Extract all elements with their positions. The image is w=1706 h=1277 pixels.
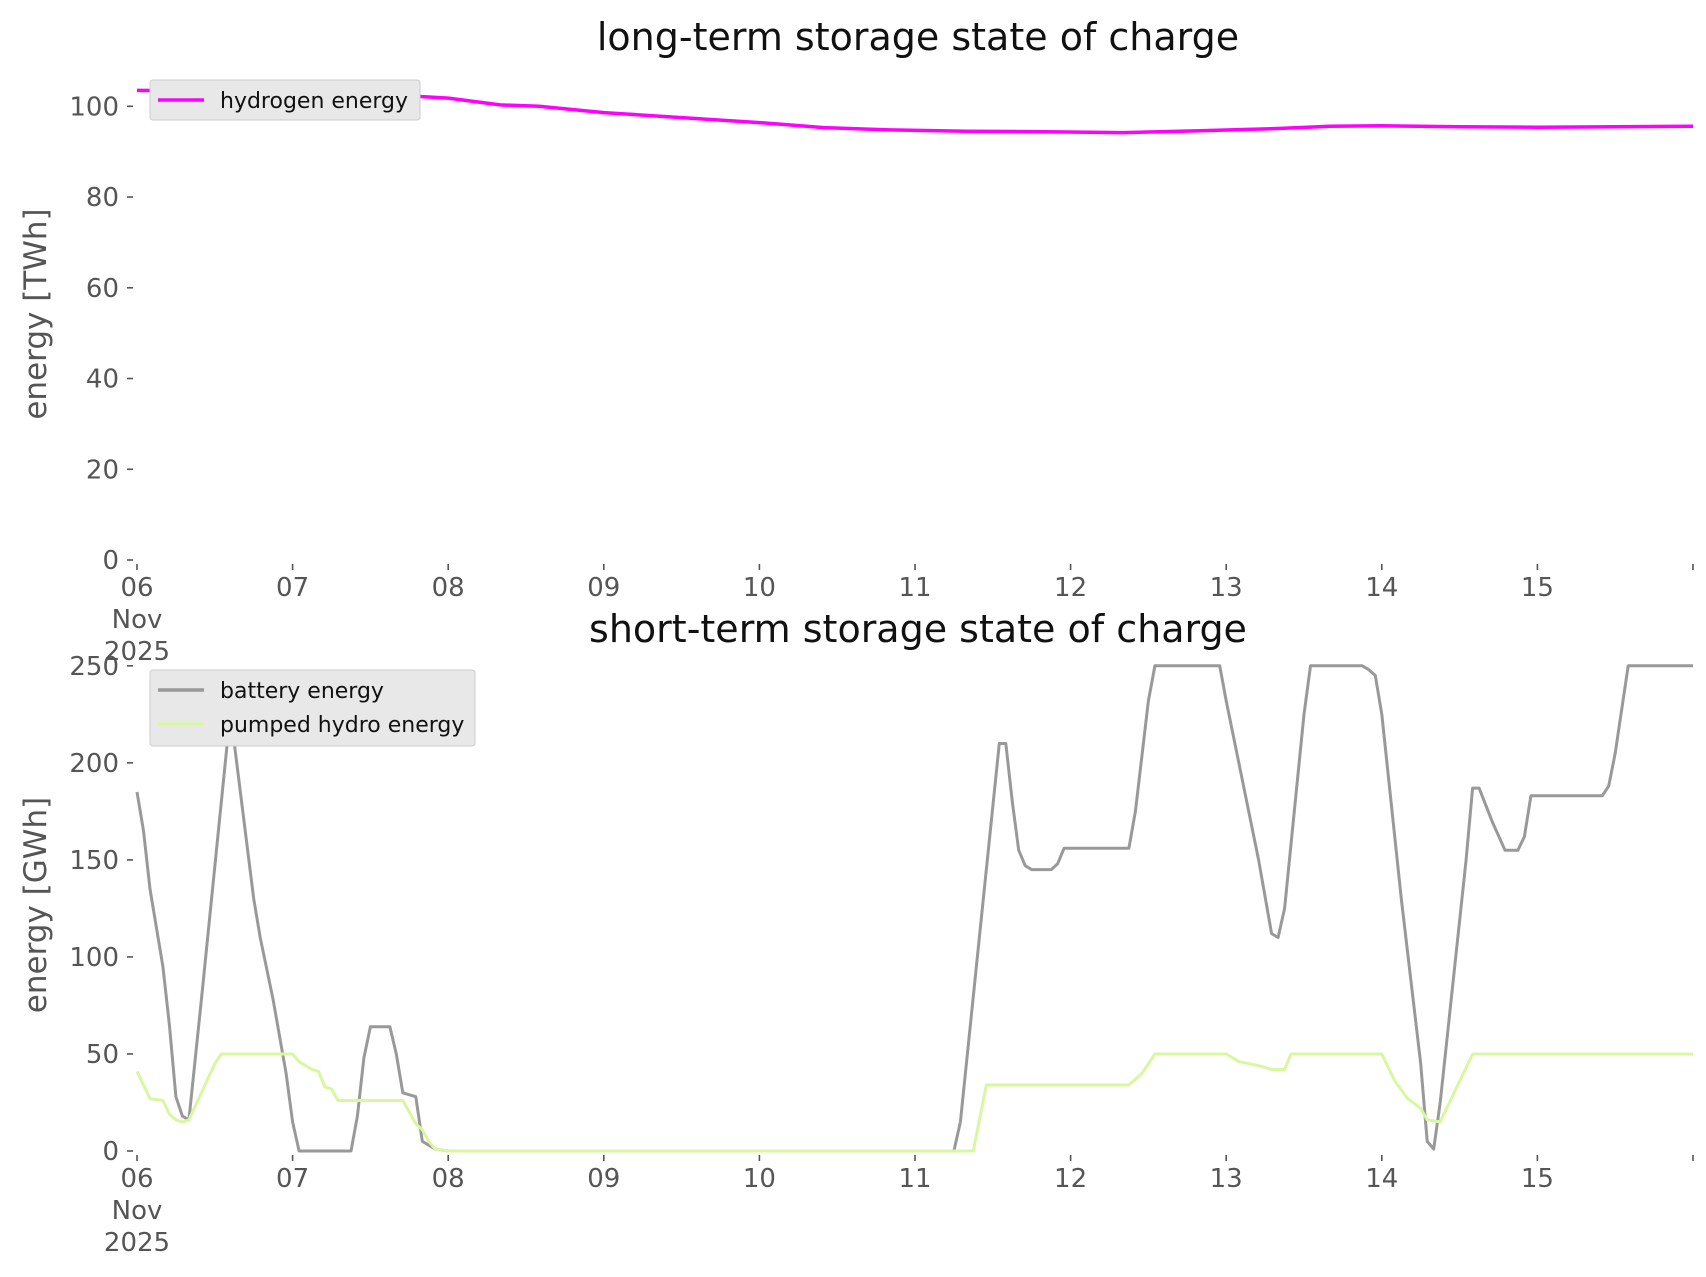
y-tick-label: 60	[86, 274, 119, 304]
x-tick-label: 12	[1054, 573, 1087, 603]
y-tick-label: 100	[69, 92, 119, 122]
legend-entry: battery energy	[220, 679, 384, 704]
x-tick-label: 07	[276, 1164, 309, 1194]
y-tick-label: 0	[102, 546, 119, 576]
y-tick-label: 150	[69, 846, 119, 876]
y-axis-label: energy [TWh]	[18, 208, 54, 419]
legend-entry: pumped hydro energy	[220, 713, 464, 738]
legend-box	[149, 669, 476, 747]
series-lines	[135, 664, 1693, 1153]
x-tick-label: 10	[743, 573, 776, 603]
x-tick-label: 08	[432, 573, 465, 603]
y-tick-label: 100	[69, 943, 119, 973]
series-line-battery-energy	[135, 664, 1693, 1153]
x-tick-label: 14	[1365, 1164, 1398, 1194]
x-tick-label: 06	[120, 573, 153, 603]
y-tick-label: 250	[69, 652, 119, 682]
short-term-storage-chart: short-term storage state of charge energ…	[18, 607, 1694, 1258]
x-tick-label: 12	[1054, 1164, 1087, 1194]
x-tick-sublabel: Nov	[112, 1196, 163, 1226]
series-line-hydrogen-energy	[136, 88, 1694, 135]
y-tick-label: 40	[86, 365, 119, 395]
chart-title: long-term storage state of charge	[597, 15, 1239, 59]
x-tick-sublabel: 2025	[104, 637, 170, 667]
long-term-storage-chart: long-term storage state of charge energy…	[18, 15, 1694, 667]
chart-title: short-term storage state of charge	[589, 607, 1247, 651]
x-tick-label: 09	[587, 573, 620, 603]
legend: hydrogen energy	[149, 79, 421, 121]
series-lines	[136, 88, 1694, 135]
legend-box	[149, 79, 421, 121]
x-tick-label: 11	[898, 573, 931, 603]
x-tick-sublabel: Nov	[112, 605, 163, 635]
x-tick-label: 13	[1210, 1164, 1243, 1194]
legend-entry: hydrogen energy	[220, 89, 408, 114]
y-tick-label: 20	[86, 455, 119, 485]
x-tick-label: 06	[120, 1164, 153, 1194]
x-tick-label: 07	[276, 573, 309, 603]
y-tick-label: 200	[69, 749, 119, 779]
x-tick-label: 08	[432, 1164, 465, 1194]
series-line-pumped-hydro-energy	[135, 1052, 1693, 1153]
x-tick-label: 09	[587, 1164, 620, 1194]
x-tick-sublabel: 2025	[104, 1228, 170, 1258]
x-tick-label: 14	[1365, 573, 1398, 603]
legend: battery energy pumped hydro energy	[149, 669, 476, 747]
x-tick-label: 10	[743, 1164, 776, 1194]
y-tick-label: 80	[86, 183, 119, 213]
y-tick-label: 50	[86, 1040, 119, 1070]
x-tick-label: 15	[1521, 573, 1554, 603]
y-axis-label: energy [GWh]	[18, 797, 54, 1013]
x-tick-label: 15	[1521, 1164, 1554, 1194]
y-tick-label: 0	[102, 1137, 119, 1167]
x-tick-label: 13	[1210, 573, 1243, 603]
x-tick-label: 11	[898, 1164, 931, 1194]
